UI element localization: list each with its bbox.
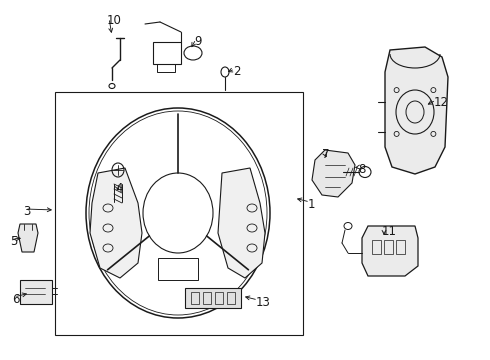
Polygon shape [312, 150, 355, 197]
Bar [185, 288, 241, 308]
Text: 9: 9 [194, 35, 201, 48]
Bar [157, 64, 175, 72]
Bar [20, 280, 52, 304]
Bar [158, 258, 198, 280]
Bar [215, 292, 223, 304]
Bar [227, 292, 235, 304]
Bar [396, 240, 405, 254]
Bar [203, 292, 211, 304]
Text: 12: 12 [434, 96, 449, 109]
Text: 8: 8 [358, 163, 366, 176]
Bar [153, 42, 181, 64]
Text: 2: 2 [233, 65, 241, 78]
Polygon shape [385, 47, 448, 174]
Bar [384, 240, 393, 254]
Polygon shape [362, 226, 418, 276]
Text: 1: 1 [308, 198, 316, 211]
Text: 7: 7 [322, 148, 329, 161]
Text: 6: 6 [12, 293, 20, 306]
Text: 4: 4 [115, 182, 122, 195]
Bar [372, 240, 381, 254]
Text: 5: 5 [10, 235, 17, 248]
Polygon shape [18, 224, 38, 252]
Text: 10: 10 [107, 14, 122, 27]
Polygon shape [90, 168, 142, 278]
Text: 11: 11 [382, 225, 397, 238]
Text: 13: 13 [256, 296, 271, 309]
Bar [55, 92, 303, 335]
Polygon shape [218, 168, 265, 278]
Bar [191, 292, 199, 304]
Text: 3: 3 [23, 205, 30, 218]
